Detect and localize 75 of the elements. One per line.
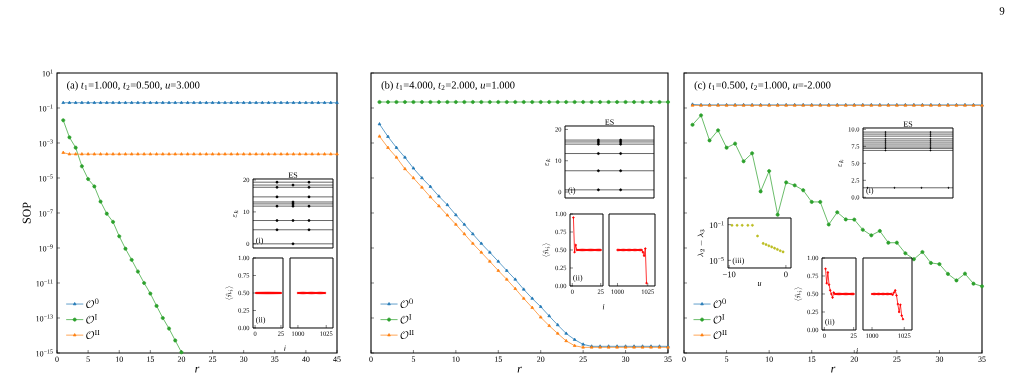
x-tick-label: 5 bbox=[411, 356, 416, 362]
chart-title: (b) t$_{1}$=4.000, t$_{2}$=2.000, u=1.000 bbox=[381, 81, 515, 91]
annotation: (iii) bbox=[732, 257, 744, 265]
y-axis-title: $\lambda_2-\lambda_3$ bbox=[697, 229, 705, 257]
x-tick-label: 40 bbox=[302, 356, 310, 362]
y-tick-label: 10$^{−9}$ bbox=[39, 244, 53, 252]
x-tick-label: 35 bbox=[978, 356, 986, 362]
y-axis-title: $\varepsilon_k$ bbox=[545, 158, 551, 167]
x-tick-label: 35 bbox=[271, 356, 279, 362]
legend-label: $\mathcal{O}^{\mathrm{II}}$ bbox=[86, 329, 100, 340]
x-tick-label: 30 bbox=[621, 356, 630, 362]
y-tick-label: 10$^{1}$ bbox=[42, 69, 53, 77]
y-axis-title: $\langle\hat{n}_i\rangle$ bbox=[794, 287, 803, 301]
x-tick-label: 20 bbox=[537, 356, 545, 362]
x-tick-label: 15 bbox=[808, 356, 816, 362]
x-tick-label: 5 bbox=[86, 356, 90, 362]
x-tick-label: 30 bbox=[240, 356, 248, 362]
x-axis-title: r bbox=[831, 366, 836, 373]
x-axis-title: r bbox=[195, 366, 200, 373]
text: 9 bbox=[999, 7, 1005, 15]
legend-label: $\mathcal{O}^{0}$ bbox=[400, 298, 413, 309]
x-tick-label: 10 bbox=[765, 356, 773, 362]
y-axis-title: $\langle\hat{n}_i\rangle$ bbox=[225, 286, 234, 300]
x-tick-label: 25 bbox=[893, 356, 901, 362]
x-tick-label: 0 bbox=[369, 356, 373, 362]
annotation: (ii) bbox=[825, 318, 835, 326]
legend-label: $\mathcal{O}^{\mathrm{I}}$ bbox=[400, 314, 412, 324]
x-tick-label: 10 bbox=[452, 356, 460, 362]
annotation: (i) bbox=[256, 237, 263, 245]
annotation: (i) bbox=[866, 187, 874, 195]
legend-label: $\mathcal{O}^{\mathrm{II}}$ bbox=[400, 329, 414, 340]
x-tick-label: 25 bbox=[208, 356, 217, 362]
legend-label: $\mathcal{O}^{\mathrm{I}}$ bbox=[713, 314, 725, 324]
chart-title: ES bbox=[903, 121, 913, 127]
y-tick-label: 10$^{−13}$ bbox=[36, 314, 53, 322]
x-tick-label: 45 bbox=[333, 356, 341, 362]
annotation: (ii) bbox=[573, 274, 583, 282]
y-tick-label: 10$^{−5}$ bbox=[39, 174, 53, 182]
y-tick-label: 10$^{−7}$ bbox=[39, 209, 53, 217]
y-axis-title: SOP bbox=[22, 202, 31, 224]
annotation: (ii) bbox=[256, 316, 266, 324]
x-axis-title: i bbox=[602, 303, 605, 310]
x-tick-label: 0 bbox=[682, 356, 686, 362]
x-tick-label: 5 bbox=[725, 356, 729, 362]
chart-title: ES bbox=[288, 172, 298, 178]
y-axis-title: $\varepsilon_k$ bbox=[233, 210, 239, 218]
x-tick-label: 15 bbox=[147, 356, 155, 362]
chart-title: (c) t$_{1}$=0.500, t$_{2}$=1.000, u=-2.000 bbox=[694, 81, 831, 91]
chart-title: ES bbox=[605, 119, 614, 125]
x-tick-label: −10 bbox=[722, 271, 736, 278]
x-tick-label: 35 bbox=[664, 356, 672, 362]
x-tick-label: 15 bbox=[494, 356, 502, 362]
y-tick-label: 10$^{−5}$ bbox=[709, 256, 724, 264]
y-tick-label: 10$^{−11}$ bbox=[36, 279, 53, 287]
x-axis-title: r bbox=[517, 366, 522, 373]
y-tick-label: 10$^{−15}$ bbox=[36, 349, 53, 357]
y-tick-label: 10$^{−1}$ bbox=[709, 221, 724, 229]
y-axis-title: $\langle\hat{n}_i\rangle$ bbox=[542, 243, 551, 257]
x-tick-label: 0 bbox=[55, 356, 59, 362]
x-axis-title: i bbox=[856, 347, 858, 354]
y-tick-label: 10$^{−1}$ bbox=[39, 104, 53, 112]
y-axis-title: $\varepsilon_k$ bbox=[838, 159, 844, 168]
x-axis-title: i bbox=[284, 345, 286, 351]
x-tick-label: 20 bbox=[177, 356, 186, 362]
x-axis-title: u bbox=[757, 282, 762, 286]
legend-label: $\mathcal{O}^{\mathrm{I}}$ bbox=[86, 314, 97, 324]
y-tick-label: 10$^{−3}$ bbox=[39, 139, 53, 147]
x-tick-label: 25 bbox=[579, 356, 587, 362]
legend-label: $\mathcal{O}^{\mathrm{II}}$ bbox=[713, 329, 727, 340]
chart-title: (a) t$_{1}$=1.000, t$_{2}$=0.500, u=3.000 bbox=[67, 81, 200, 91]
x-tick-label: 10 bbox=[115, 356, 123, 362]
legend-label: $\mathcal{O}^{0}$ bbox=[86, 298, 99, 309]
legend-label: $\mathcal{O}^{0}$ bbox=[713, 298, 726, 309]
annotation: (i) bbox=[568, 187, 576, 195]
x-tick-label: 30 bbox=[935, 356, 944, 362]
